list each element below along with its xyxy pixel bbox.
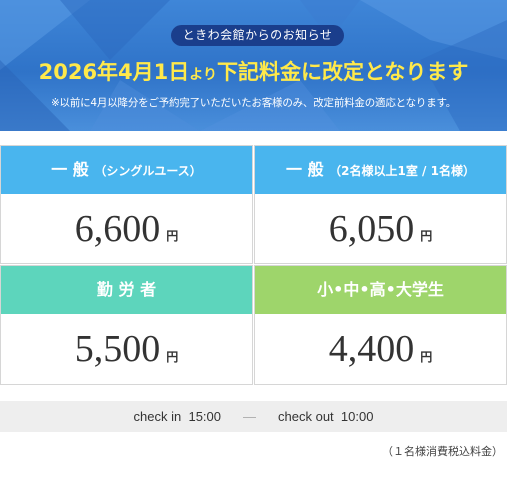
price-unit: 円 bbox=[166, 349, 179, 364]
price-amount: 6,050 bbox=[328, 207, 415, 250]
price-card-subtitle: （シングルユース） bbox=[94, 164, 202, 178]
checkout-label: check out bbox=[278, 409, 334, 424]
price-card-title: 勤 労 者 bbox=[96, 280, 157, 299]
checkout-time: 10:00 bbox=[340, 409, 374, 424]
price-card-general-single: 一 般 （シングルユース） 6,600 円 bbox=[0, 145, 253, 264]
price-unit: 円 bbox=[166, 229, 179, 243]
notice-banner: ときわ会館からのお知らせ 2026年4月1日より下記料金に改定となります ※以前… bbox=[0, 0, 507, 131]
checkin-time: 15:00 bbox=[188, 409, 222, 424]
price-card-student: 小•中•高•大学生 4,400 円 bbox=[254, 265, 507, 385]
price-card-header: 一 般 （2名様以上1室 / 1名様） bbox=[255, 146, 506, 194]
checkin-separator: — bbox=[243, 409, 257, 424]
price-amount: 4,400 bbox=[328, 328, 415, 370]
price-card-header: 一 般 （シングルユース） bbox=[1, 146, 252, 194]
notice-footnote: ※以前に4月以降分をご予約完了いただいたお客様のみ、改定前料金の適応となります。 bbox=[50, 97, 457, 109]
headline-small: より bbox=[189, 67, 218, 83]
price-unit: 円 bbox=[420, 229, 433, 243]
price-card-amount-area: 4,400 円 bbox=[255, 314, 506, 384]
price-unit: 円 bbox=[420, 349, 433, 364]
checkin-checkout-bar: check in 15:00 — check out 10:00 bbox=[0, 401, 507, 432]
price-card-worker: 勤 労 者 5,500 円 bbox=[0, 265, 253, 385]
price-amount: 6,600 bbox=[74, 207, 161, 250]
price-card-title: 一 般 bbox=[286, 160, 324, 179]
notice-headline: 2026年4月1日より下記料金に改定となります bbox=[0, 58, 507, 89]
price-card-title: 小•中•高•大学生 bbox=[317, 280, 444, 299]
price-card-amount-area: 6,050 円 bbox=[255, 194, 506, 263]
price-card-general-shared: 一 般 （2名様以上1室 / 1名様） 6,050 円 bbox=[254, 145, 507, 264]
notice-pill: ときわ会館からのお知らせ bbox=[171, 25, 344, 46]
banner-background-pattern bbox=[0, 0, 507, 131]
checkin-label: check in bbox=[133, 409, 182, 424]
headline-date: 2026年4月1日 bbox=[38, 60, 190, 84]
price-card-amount-area: 5,500 円 bbox=[1, 314, 252, 384]
tax-note: （１名様消費税込料金） bbox=[382, 445, 503, 458]
headline-rest: 下記料金に改定となります bbox=[217, 60, 469, 84]
price-amount: 5,500 bbox=[74, 328, 161, 370]
price-card-header: 小•中•高•大学生 bbox=[255, 266, 506, 314]
price-card-header: 勤 労 者 bbox=[1, 266, 252, 314]
price-card-subtitle: （2名様以上1室 / 1名様） bbox=[329, 164, 475, 178]
price-card-amount-area: 6,600 円 bbox=[1, 194, 252, 263]
price-card-title: 一 般 bbox=[51, 160, 89, 179]
